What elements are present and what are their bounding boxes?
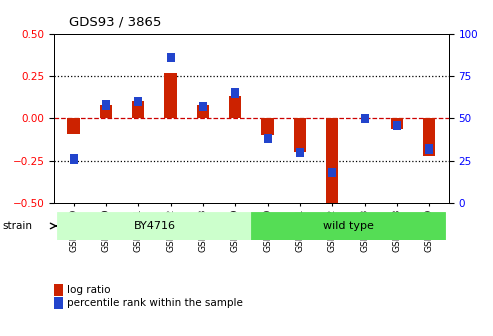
Bar	[134, 97, 142, 106]
Bar	[296, 148, 304, 157]
Bar	[102, 100, 110, 110]
Bar	[328, 168, 336, 177]
Bar	[68, 119, 80, 134]
Bar	[231, 88, 239, 98]
Text: strain: strain	[2, 221, 33, 231]
Bar	[326, 119, 338, 203]
Bar	[423, 119, 435, 156]
Bar	[167, 53, 175, 62]
Bar	[360, 114, 369, 123]
Bar	[261, 119, 274, 135]
Bar	[100, 105, 112, 119]
Text: wild type: wild type	[323, 221, 374, 231]
Text: GDS93 / 3865: GDS93 / 3865	[69, 15, 161, 28]
Text: percentile rank within the sample: percentile rank within the sample	[67, 298, 243, 308]
Bar	[165, 73, 177, 119]
Bar	[58, 212, 251, 240]
Bar	[391, 119, 403, 129]
Bar	[70, 155, 78, 164]
Text: BY4716: BY4716	[134, 221, 176, 231]
Bar	[425, 144, 433, 154]
Text: log ratio: log ratio	[67, 285, 110, 295]
Bar	[393, 121, 401, 130]
Bar	[294, 119, 306, 153]
Bar	[264, 134, 272, 143]
Bar	[197, 105, 209, 119]
Bar	[199, 102, 207, 111]
Bar	[251, 212, 445, 240]
Bar	[229, 96, 242, 119]
Bar	[132, 101, 144, 119]
